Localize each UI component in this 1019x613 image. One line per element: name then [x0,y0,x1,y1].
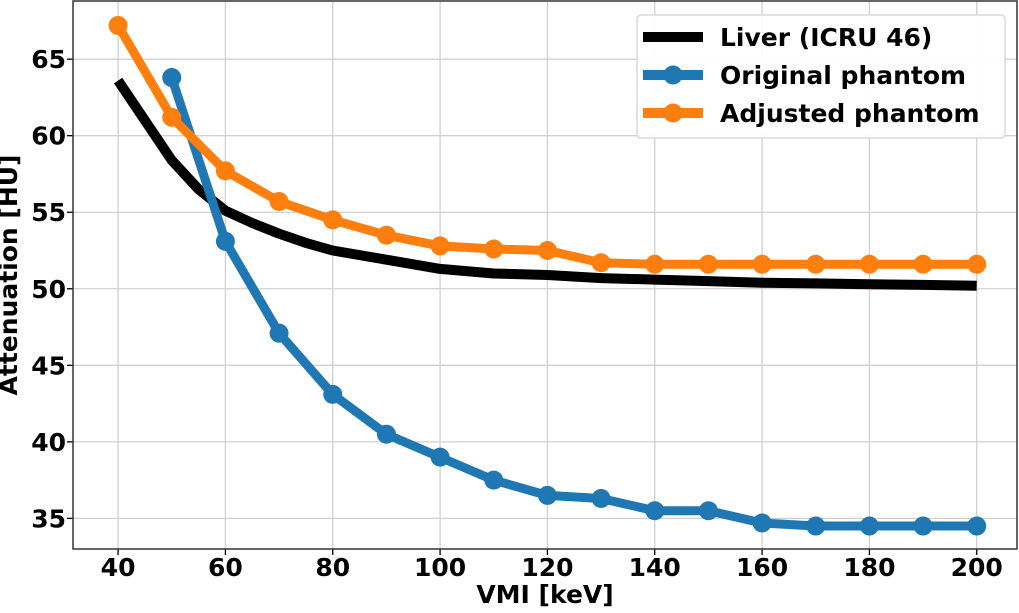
data-point [323,384,343,404]
data-point [484,470,504,490]
series-original-phantom [162,68,987,536]
legend-label: Liver (ICRU 46) [720,23,932,52]
y-tick-label: 50 [31,275,66,304]
y-tick-label: 65 [31,45,66,74]
data-point [698,501,718,521]
x-tick-label: 80 [315,553,350,582]
data-point [645,254,665,274]
data-point [537,241,557,261]
data-point [215,231,235,251]
data-point [430,447,450,467]
data-point [698,254,718,274]
legend-entry: Adjusted phantom [643,99,980,128]
data-point [859,254,879,274]
data-point [967,516,987,536]
data-point [269,323,289,343]
data-point [591,488,611,508]
tick-labels: 40 60 80 100 120 140 160 180 200 35 40 45 50 55 60 65 [31,45,1003,582]
data-point [108,15,128,35]
y-tick-label: 35 [31,504,66,533]
series-adjusted-phantom [108,15,987,274]
data-point [537,485,557,505]
x-tick-label: 120 [521,553,573,582]
y-axis-label: Attenuation [HU] [0,155,23,396]
legend: Liver (ICRU 46) Original phantom Adjusted … [636,14,1006,139]
data-point [376,225,396,245]
y-tick-label: 40 [31,428,66,457]
x-tick-label: 140 [629,553,681,582]
data-point [859,516,879,536]
y-tick-label: 60 [31,122,66,151]
series-line [167,76,977,531]
data-point [752,254,772,274]
data-point [269,192,289,212]
data-point [323,210,343,230]
data-point [430,236,450,256]
x-tick-label: 40 [101,553,136,582]
legend-frame [636,14,1006,139]
x-tick-label: 100 [414,553,466,582]
data-point [806,516,826,536]
y-tick-label: 45 [31,351,66,380]
data-point [376,424,396,444]
legend-entry: Liver (ICRU 46) [643,23,932,52]
legend-marker [663,65,683,85]
plot-frame [72,0,1018,550]
series-group [108,15,987,536]
legend-label: Original phantom [720,61,966,90]
data-point [645,501,665,521]
y-tick-label: 55 [31,198,66,227]
data-point [215,161,235,181]
legend-marker [663,103,683,123]
x-tick-label: 180 [843,553,895,582]
data-point [913,516,933,536]
data-point [162,107,182,127]
legend-entry: Original phantom [643,61,966,90]
data-point [913,254,933,274]
data-point [752,513,772,533]
data-point [162,68,182,88]
x-axis-label: VMI [keV] [476,580,613,609]
data-point [591,253,611,273]
data-point [806,254,826,274]
x-tick-label: 60 [208,553,243,582]
data-point [967,254,987,274]
legend-label: Adjusted phantom [720,99,980,128]
x-tick-label: 200 [951,553,1003,582]
axes [67,0,1018,555]
data-point [484,239,504,259]
x-tick-label: 160 [736,553,788,582]
